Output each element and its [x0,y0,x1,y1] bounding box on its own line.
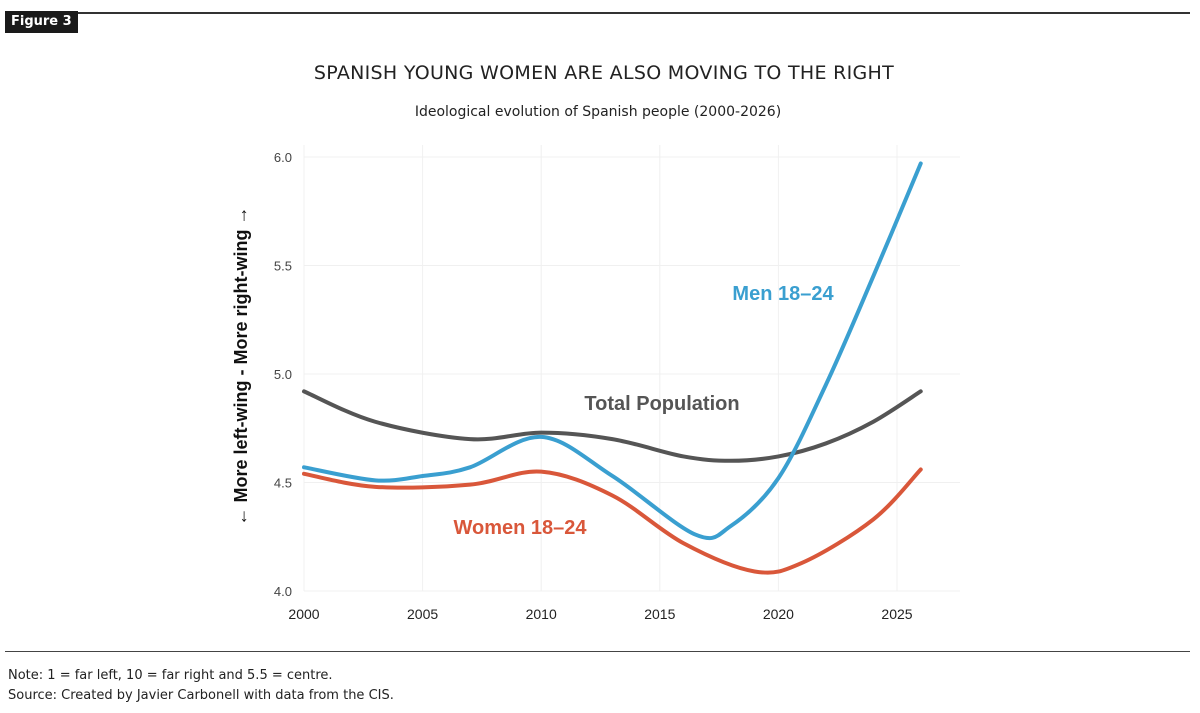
y-axis-label: ← More left-wing - More right-wing → [231,207,251,526]
y-tick-label: 6.0 [274,150,292,165]
x-tick-label: 2010 [526,606,557,622]
series-line-0 [302,389,923,463]
series-line-2 [302,467,923,575]
chart-title: SPANISH YOUNG WOMEN ARE ALSO MOVING TO T… [313,62,895,84]
chart-subtitle: Ideological evolution of Spanish people … [414,104,782,120]
top-rule [5,12,1190,14]
x-tick-label: 2020 [763,606,794,622]
x-tick-label: 2000 [288,606,319,622]
y-tick-label: 4.0 [274,584,292,599]
footnote: Note: 1 = far left, 10 = far right and 5… [8,666,394,706]
bottom-rule [5,651,1190,652]
source-text: Source: Created by Javier Carbonell with… [8,688,394,703]
series-label: Women 18–24 [453,517,587,539]
series-label: Men 18–24 [732,283,834,305]
series-label: Total Population [584,393,739,415]
y-tick-label: 5.5 [274,259,292,274]
x-tick-label: 2015 [644,606,675,622]
figure-label: Figure 3 [5,11,78,33]
y-tick-label: 5.0 [274,367,292,382]
x-tick-label: 2025 [881,606,912,622]
note-text: Note: 1 = far left, 10 = far right and 5… [8,668,333,683]
series-line-1 [302,161,923,541]
x-tick-label: 2005 [407,606,438,622]
y-tick-label: 4.5 [274,476,292,491]
